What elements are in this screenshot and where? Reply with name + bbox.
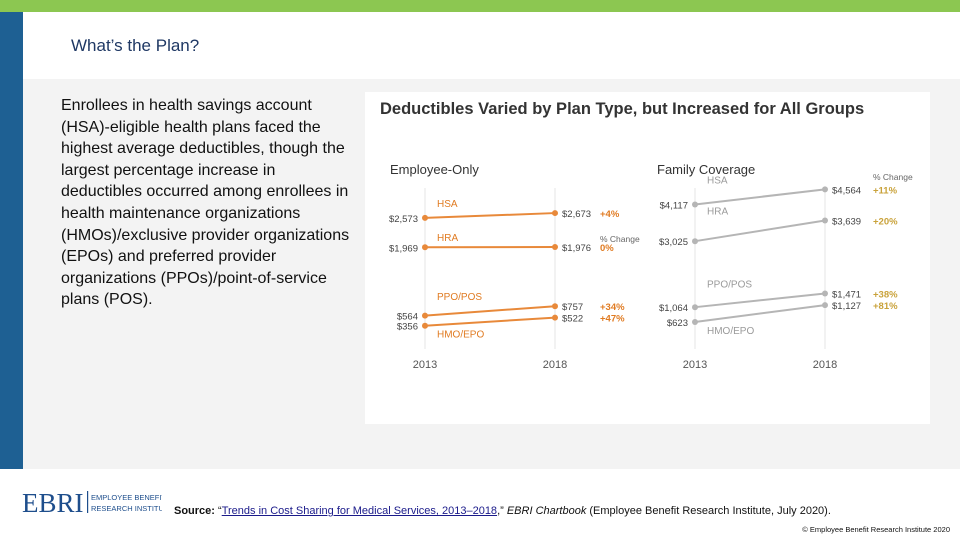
data-label: $3,639 bbox=[832, 217, 861, 228]
series-line-hsa bbox=[694, 188, 826, 206]
series-line-hsa bbox=[424, 212, 556, 219]
data-point bbox=[822, 290, 828, 297]
deductibles-chart: Employee-Only 2013 2018 % Change $2,573 $2,67… bbox=[389, 162, 913, 371]
change-header: % Change bbox=[600, 234, 640, 244]
change-value: 0% bbox=[600, 243, 614, 254]
series-name-label: HRA bbox=[437, 233, 458, 244]
data-point bbox=[552, 243, 558, 250]
data-point bbox=[822, 186, 828, 193]
top-accent-bar bbox=[0, 0, 960, 12]
series-name-label: HMO/EPO bbox=[437, 330, 484, 341]
data-point bbox=[422, 244, 428, 251]
data-point bbox=[552, 303, 558, 310]
source-publication: EBRI Chartbook bbox=[506, 505, 587, 517]
series-name-label: HMO/EPO bbox=[707, 326, 754, 337]
change-value: +20% bbox=[873, 217, 898, 228]
change-value: +81% bbox=[873, 301, 898, 312]
data-point bbox=[692, 238, 698, 245]
series-name-label: HSA bbox=[437, 199, 458, 210]
change-value: +34% bbox=[600, 302, 625, 313]
series-name-label: PPO/POS bbox=[437, 292, 482, 303]
data-label: $2,573 bbox=[389, 214, 418, 225]
data-point bbox=[822, 217, 828, 224]
change-header: % Change bbox=[873, 172, 913, 182]
chart-panel bbox=[365, 92, 930, 424]
data-point bbox=[692, 319, 698, 326]
series-line-hmo-epo bbox=[424, 316, 556, 327]
left-accent-bar bbox=[0, 12, 23, 469]
data-label: $623 bbox=[667, 318, 688, 329]
data-label: $4,117 bbox=[660, 200, 688, 211]
data-point bbox=[422, 214, 428, 221]
slide-title: What’s the Plan? bbox=[71, 36, 200, 55]
data-label: $522 bbox=[562, 314, 583, 325]
header-band bbox=[23, 12, 960, 79]
source-open-quote: “ bbox=[214, 505, 222, 517]
source-close-quote: ,” bbox=[497, 505, 507, 517]
logo-sub-text-1: EMPLOYEE BENEFIT bbox=[91, 493, 162, 502]
series-name-label: HSA bbox=[707, 175, 728, 186]
copyright: © Employee Benefit Research Institute 20… bbox=[802, 525, 950, 534]
data-label: $1,064 bbox=[659, 303, 688, 314]
series-line-ppo-pos bbox=[694, 292, 826, 309]
data-label: $1,969 bbox=[389, 243, 418, 254]
data-label: $1,471 bbox=[832, 289, 861, 300]
data-point bbox=[822, 302, 828, 309]
series-line-hmo-epo bbox=[694, 304, 826, 324]
data-label: $1,127 bbox=[832, 301, 861, 312]
data-point bbox=[552, 314, 558, 321]
series-name-label: HRA bbox=[707, 207, 728, 218]
change-value: +4% bbox=[600, 209, 620, 220]
source-label: Source: bbox=[174, 505, 215, 517]
series-line-ppo-pos bbox=[424, 305, 556, 317]
change-value: +38% bbox=[873, 289, 898, 300]
data-label: $1,976 bbox=[562, 243, 591, 254]
data-label: $2,673 bbox=[562, 209, 591, 220]
data-label: $564 bbox=[397, 312, 418, 323]
change-value: +11% bbox=[873, 185, 898, 196]
x-tick-label: 2018 bbox=[813, 359, 837, 371]
series-line-hra bbox=[694, 219, 826, 243]
x-tick-label: 2013 bbox=[683, 359, 707, 371]
logo-divider bbox=[87, 491, 89, 513]
ebri-logo: EBRI EMPLOYEE BENEFIT RESEARCH INSTITUTE bbox=[22, 485, 174, 519]
data-point bbox=[422, 312, 428, 319]
data-label: $4,564 bbox=[832, 185, 861, 196]
body-text: Enrollees in health savings account (HSA… bbox=[61, 97, 350, 309]
series-name-label: PPO/POS bbox=[707, 279, 752, 290]
data-point bbox=[692, 304, 698, 311]
logo-sub-text-2: RESEARCH INSTITUTE bbox=[91, 504, 162, 513]
x-tick-label: 2013 bbox=[413, 359, 437, 371]
source-link[interactable]: Trends in Cost Sharing for Medical Servi… bbox=[221, 505, 498, 517]
chart-title: Deductibles Varied by Plan Type, but Inc… bbox=[380, 100, 865, 118]
change-value: +47% bbox=[600, 314, 625, 325]
x-tick-label: 2018 bbox=[543, 359, 567, 371]
data-point bbox=[692, 201, 698, 208]
data-label: $757 bbox=[562, 302, 583, 313]
panel-title: Employee-Only bbox=[390, 162, 479, 177]
source-citation: Source: “Trends in Cost Sharing for Medi… bbox=[174, 505, 831, 517]
logo-main-text: EBRI bbox=[22, 488, 84, 518]
data-label: $356 bbox=[397, 322, 418, 333]
data-point bbox=[422, 322, 428, 329]
data-point bbox=[552, 210, 558, 217]
source-rest: (Employee Benefit Research Institute, Ju… bbox=[586, 505, 831, 517]
panel-title: Family Coverage bbox=[657, 162, 755, 177]
data-label: $3,025 bbox=[659, 237, 688, 248]
